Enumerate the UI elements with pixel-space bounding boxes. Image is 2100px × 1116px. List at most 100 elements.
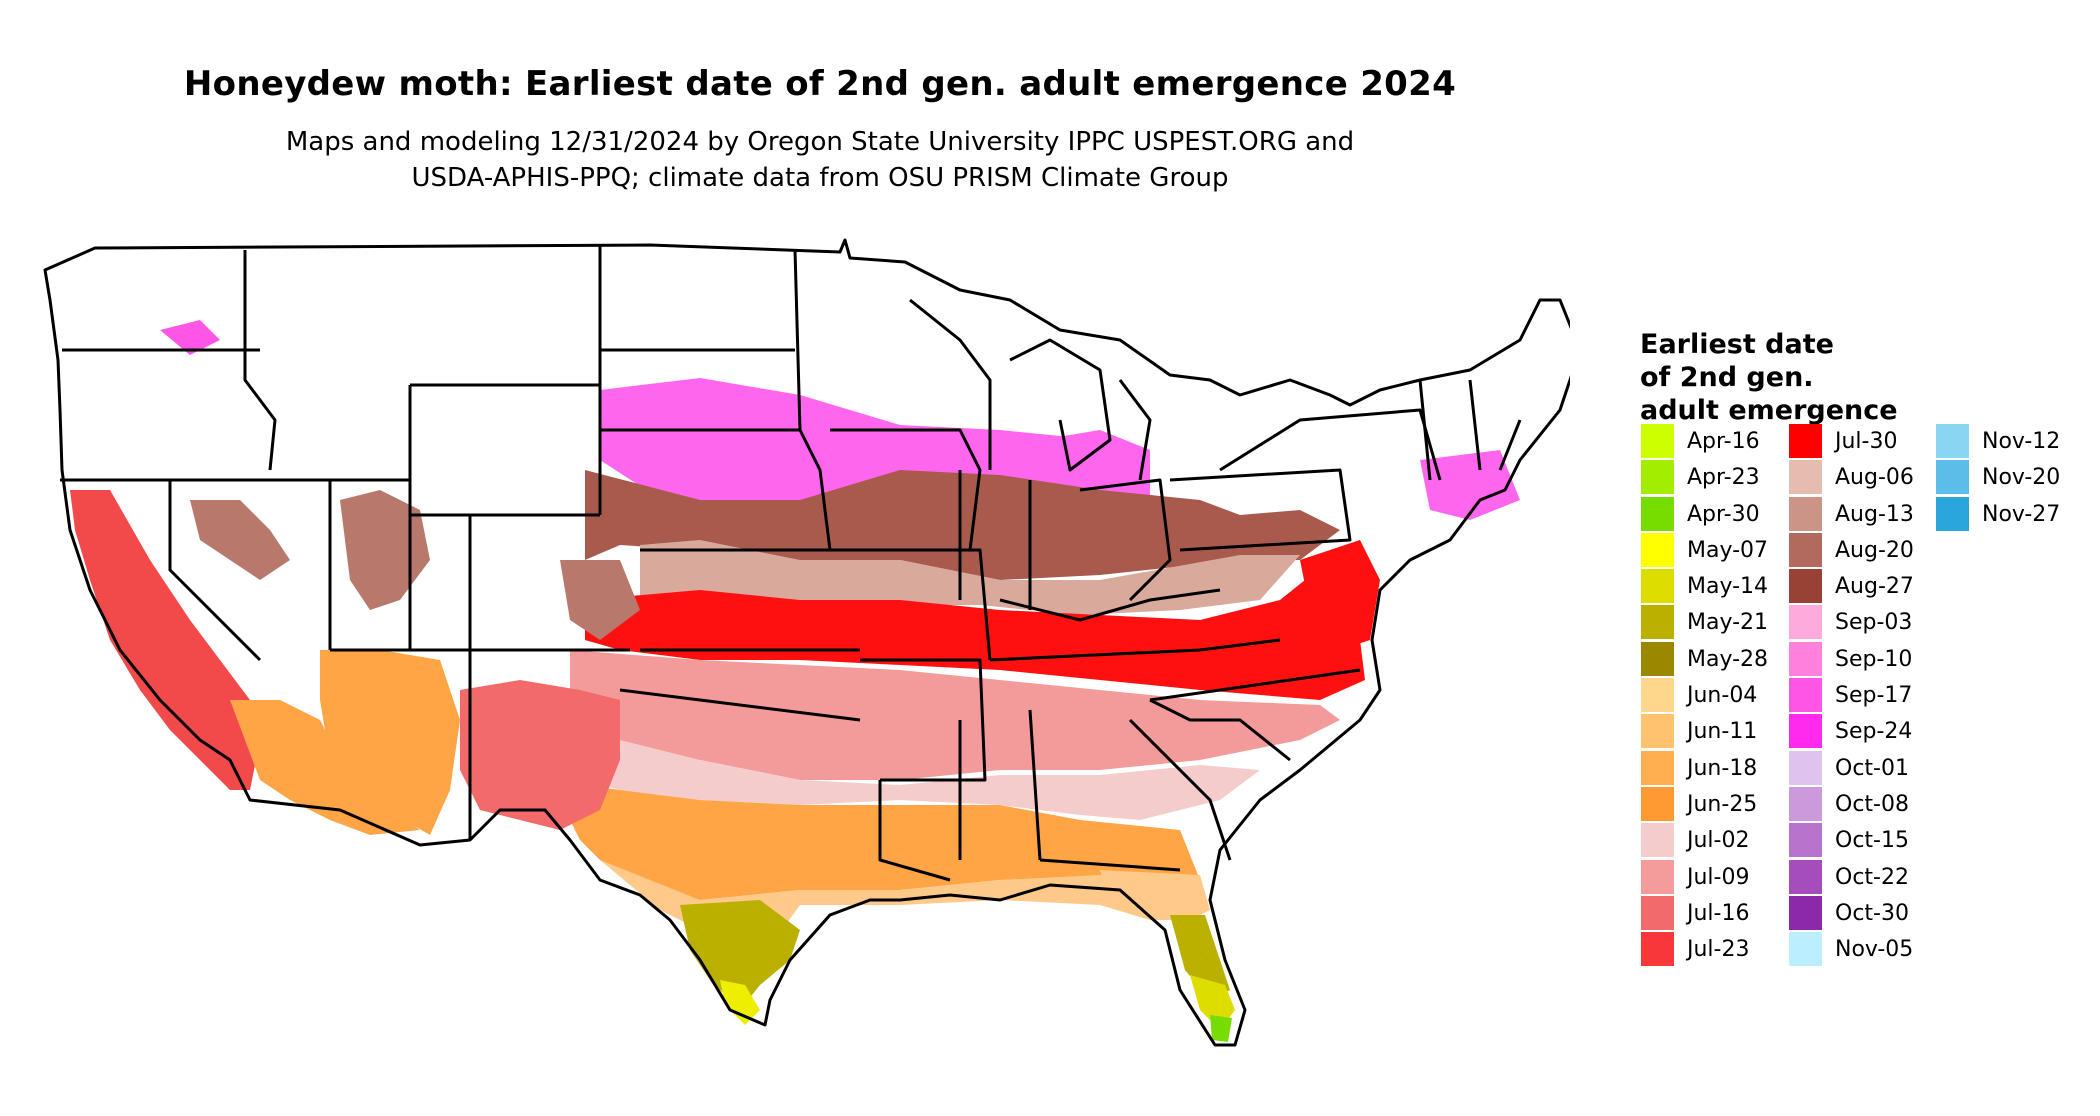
legend-label: Aug-20 — [1835, 537, 1914, 563]
legend-label: Nov-12 — [1982, 429, 2061, 454]
legend-swatch — [1641, 750, 1674, 785]
color-zones — [70, 320, 1520, 1042]
legend-title-line-3: adult emergence — [1640, 395, 1898, 426]
legend-title-line-1: Earliest date — [1640, 329, 1834, 360]
legend-swatch — [1641, 424, 1674, 458]
legend-swatch — [1789, 895, 1822, 930]
legend-column-1: Apr-16 Apr-23 Apr-30 May-07 May-14 May-21 May-… — [1641, 424, 1841, 968]
legend-item: Sep-10 — [1789, 641, 1989, 678]
legend-item: Oct-15 — [1789, 823, 1989, 859]
zone-wi-pink — [1040, 430, 1150, 480]
legend-label: Sep-03 — [1835, 610, 1913, 636]
legend-swatch — [1641, 605, 1674, 640]
zone-fl-green — [1210, 1015, 1232, 1042]
legend-swatch — [1641, 532, 1674, 567]
legend-item: Sep-24 — [1789, 714, 1989, 750]
zone-jul-light — [580, 730, 1260, 820]
legend-swatch — [1789, 932, 1822, 967]
legend-label: Sep-10 — [1835, 646, 1913, 672]
zone-jun — [550, 780, 1200, 900]
legend-item: Sep-03 — [1789, 605, 1989, 641]
zone-az — [320, 650, 460, 835]
legend-item: Jul-09 — [1641, 859, 1841, 896]
line-oh — [1079, 478, 1172, 602]
line-nv-ca — [168, 480, 262, 662]
legend-swatch — [1789, 750, 1822, 785]
legend-label: Jun-18 — [1687, 755, 1758, 781]
legend-item: Jul-02 — [1641, 823, 1841, 859]
zone-fl-may — [1170, 915, 1230, 1000]
legend-item: Oct-22 — [1789, 859, 1989, 896]
legend-label: Jun-11 — [1687, 719, 1758, 745]
map-title: Honeydew moth: Earliest date of 2nd gen.… — [183, 64, 1457, 104]
zone-fl-jun — [1100, 870, 1210, 920]
legend-swatch — [1641, 859, 1674, 894]
zone-ut-brown — [340, 490, 430, 610]
legend-label: Jun-04 — [1687, 683, 1758, 709]
legend-swatch — [1789, 460, 1822, 495]
legend-item: Aug-20 — [1789, 532, 1989, 569]
legend-swatch — [1789, 424, 1822, 458]
zone-may-tx — [680, 900, 800, 1010]
zone-ca-red — [70, 490, 260, 790]
legend-item: Jul-16 — [1641, 895, 1841, 932]
legend-swatch — [1936, 496, 1969, 531]
legend-label: Nov-27 — [1982, 501, 2061, 527]
legend-swatch — [1789, 786, 1822, 821]
legend-item: Apr-16 — [1641, 424, 1841, 460]
legend-swatch — [1641, 569, 1674, 604]
line-id-mt — [243, 250, 277, 471]
line-va-nc — [1149, 668, 1361, 702]
legend-label: May-07 — [1687, 537, 1769, 563]
legend-item: Nov-27 — [1936, 496, 2100, 533]
legend-item: Oct-08 — [1789, 786, 1989, 823]
zone-fl-yellow — [1190, 975, 1235, 1030]
legend-swatch — [1641, 496, 1674, 531]
legend-item: May-07 — [1641, 532, 1841, 569]
legend-label: Oct-01 — [1835, 755, 1909, 781]
line-ar — [860, 658, 987, 782]
legend-swatch — [1789, 678, 1822, 713]
us-map — [43, 238, 1570, 1047]
legend-label: May-14 — [1687, 574, 1769, 600]
legend-item: Nov-12 — [1936, 424, 2100, 460]
legend-item: May-28 — [1641, 641, 1841, 678]
legend-item: Jun-11 — [1641, 714, 1841, 750]
line-ok-tx — [619, 688, 861, 722]
legend-item: Jun-04 — [1641, 678, 1841, 714]
zone-east-red — [1300, 540, 1380, 650]
line-nc-sc — [1149, 698, 1291, 762]
legend-swatch — [1641, 678, 1674, 713]
legend-item: Jun-25 — [1641, 786, 1841, 823]
legend-column-2: Jul-30 Aug-06 Aug-13 Aug-20 Aug-27 Sep-03 Sep-… — [1789, 424, 1989, 968]
legend-label: Jul-09 — [1687, 864, 1750, 890]
legend-swatch — [1936, 424, 1969, 458]
legend-swatch — [1789, 496, 1822, 531]
legend-label: Jul-16 — [1687, 900, 1750, 926]
legend-label: Apr-23 — [1687, 465, 1760, 491]
legend-swatch — [1789, 714, 1822, 749]
legend-label: Oct-22 — [1835, 864, 1909, 890]
legend-label: Jul-30 — [1835, 429, 1898, 454]
zone-nv-brown — [190, 500, 290, 580]
legend-label: Oct-08 — [1835, 791, 1909, 817]
line-ga-fl — [1039, 858, 1181, 872]
legend-item: May-14 — [1641, 569, 1841, 605]
legend-swatch — [1789, 569, 1822, 604]
legend-title-line-2: of 2nd gen. — [1640, 362, 1814, 393]
legend-label: Aug-27 — [1835, 574, 1914, 600]
line-pa — [1169, 468, 1352, 552]
legend-label: Apr-30 — [1687, 501, 1760, 527]
legend-label: Jul-23 — [1687, 937, 1750, 963]
legend-label: Oct-30 — [1835, 900, 1909, 926]
legend-label: Aug-06 — [1835, 465, 1914, 491]
legend-label: Nov-05 — [1835, 937, 1914, 963]
line-ky-n — [999, 588, 1221, 622]
line-mo — [850, 548, 992, 661]
legend-swatch — [1789, 532, 1822, 567]
legend-swatch — [1641, 932, 1674, 967]
legend-swatch — [1789, 823, 1822, 858]
zone-co-brown — [560, 560, 640, 640]
legend-swatch — [1641, 823, 1674, 858]
